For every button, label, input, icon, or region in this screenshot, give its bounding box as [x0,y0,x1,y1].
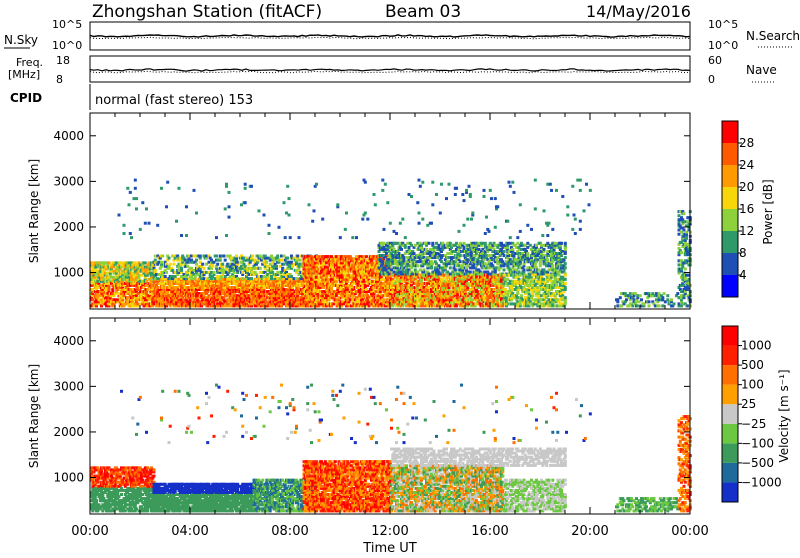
nave-tick-top: 60 [708,54,722,67]
data-cell [173,263,176,266]
data-cell [276,255,279,258]
data-cell [286,257,289,260]
data-cell [195,259,198,262]
data-cell [216,263,219,266]
data-cell [223,255,226,258]
nsky-tick-top: 10^5 [52,18,82,31]
data-cell [381,260,384,263]
data-cell [241,277,244,280]
data-cell [265,261,268,264]
nsearch-tick-top: 10^5 [708,18,738,31]
data-cell [215,255,218,258]
data-cell [201,263,204,266]
freq-nave-panel: Freq. [MHz] 18 8 60 0 Nave [8,54,777,86]
data-cell [251,255,254,258]
data-cell [203,267,206,270]
data-cell [165,271,168,274]
freq-tick-top: 18 [56,54,70,67]
data-cell [299,259,302,262]
data-cell [224,259,227,262]
nave-series-line [90,71,690,73]
freq-tick-bottom: 8 [56,73,63,86]
data-cell [250,277,253,280]
data-cell [154,269,157,272]
station-title: Zhongshan Station (fitACF) [92,2,322,22]
data-cell [168,257,171,260]
data-cell [275,265,278,268]
data-cell [164,275,167,278]
nsky-tick-bottom: 10^0 [52,39,82,52]
cpid-label: CPID [10,91,42,105]
data-cell [169,263,172,266]
nsky-nsearch-panel: N.Sky 10^5 10^0 10^5 10^0 N.Search [4,18,800,52]
data-cell [156,277,159,280]
nsearch-series-line [90,37,690,39]
data-cell [280,259,283,262]
data-cell [199,255,202,258]
nave-label: Nave [746,63,777,77]
data-cell [221,263,224,266]
data-cell [161,255,164,258]
nsearch-label: N.Search [746,29,800,43]
nsearch-tick-bottom: 10^0 [708,39,738,52]
data-cell [235,255,238,258]
cpid-panel: CPID normal (fast stereo) 153 [10,84,253,110]
cpid-text: normal (fast stereo) 153 [95,93,253,108]
freq-unit-label: [MHz] [8,68,40,81]
freq-series-line [90,69,690,71]
data-cell [259,267,262,270]
data-cell [236,277,239,280]
nsky-label: N.Sky [4,33,38,47]
data-cell [180,267,183,270]
data-cell [295,277,298,280]
data-cell [213,271,216,274]
data-cell [296,255,299,258]
power-scatter-cells [90,179,692,308]
date-title: 14/May/2016 [586,2,691,21]
data-cell [160,261,163,264]
beam-title: Beam 03 [385,2,461,22]
nave-tick-bottom: 0 [708,73,715,86]
nsky-series-line [90,35,690,37]
